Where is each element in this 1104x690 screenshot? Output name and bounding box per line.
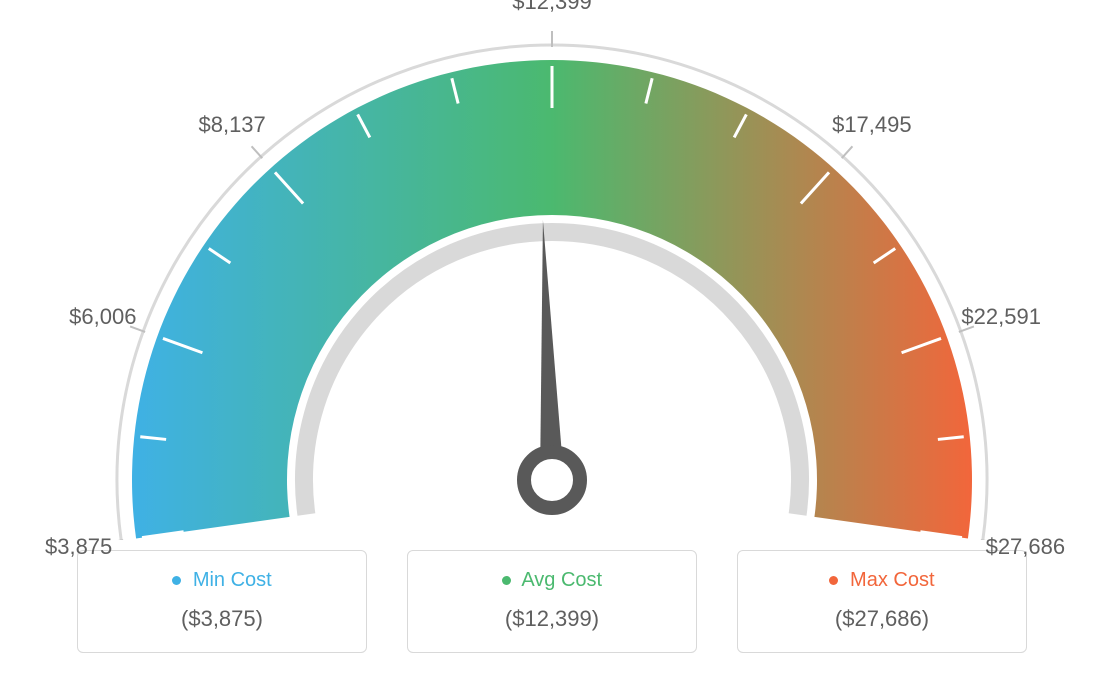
legend-card-max: Max Cost ($27,686) — [737, 550, 1027, 653]
legend-title-max: Max Cost — [748, 569, 1016, 592]
legend-label: Avg Cost — [521, 569, 602, 591]
gauge-tick-label: $3,875 — [45, 534, 112, 560]
gauge-svg — [0, 0, 1104, 540]
gauge-tick-label: $12,399 — [512, 0, 592, 15]
dot-icon — [172, 576, 181, 585]
gauge-tick-label: $22,591 — [961, 304, 1041, 330]
legend-value: ($3,875) — [88, 606, 356, 632]
gauge-tick-label: $6,006 — [69, 304, 136, 330]
gauge-tick-label: $27,686 — [986, 534, 1066, 560]
gauge-tick-label: $8,137 — [198, 112, 265, 138]
dot-icon — [829, 576, 838, 585]
legend-label: Min Cost — [193, 569, 272, 591]
legend-card-min: Min Cost ($3,875) — [77, 550, 367, 653]
legend-title-avg: Avg Cost — [418, 569, 686, 592]
legend-label: Max Cost — [850, 569, 934, 591]
dot-icon — [502, 576, 511, 585]
legend-value: ($27,686) — [748, 606, 1016, 632]
legend-value: ($12,399) — [418, 606, 686, 632]
legend-row: Min Cost ($3,875) Avg Cost ($12,399) Max… — [0, 550, 1104, 653]
gauge-chart: $3,875$6,006$8,137$12,399$17,495$22,591$… — [0, 0, 1104, 540]
legend-card-avg: Avg Cost ($12,399) — [407, 550, 697, 653]
legend-title-min: Min Cost — [88, 569, 356, 592]
gauge-tick-label: $17,495 — [832, 112, 912, 138]
